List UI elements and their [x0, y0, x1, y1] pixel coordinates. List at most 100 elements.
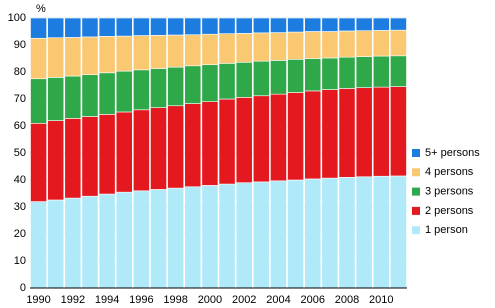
bar-segment: [167, 17, 185, 36]
bar-segment: [372, 86, 390, 177]
legend-label: 5+ persons: [425, 147, 480, 159]
bar-segment: [64, 75, 82, 119]
y-tick-label: 70: [14, 93, 26, 105]
bar-segment: [390, 29, 407, 57]
bar-segment: [304, 178, 322, 289]
x-tick-label: 1992: [61, 294, 85, 306]
bar-segment: [321, 57, 339, 90]
bar-segment: [201, 101, 219, 186]
x-tick-label: 1994: [95, 294, 119, 306]
legend-swatch: [412, 206, 420, 215]
bar-segment: [235, 17, 253, 34]
x-tick-label: 2006: [301, 294, 325, 306]
bar-segment: [98, 114, 116, 195]
bar-segment: [252, 60, 270, 97]
bar-segment: [150, 189, 167, 289]
bar-segment: [270, 32, 287, 61]
bar-segment: [115, 35, 133, 72]
bar-segment: [98, 17, 116, 37]
bar-segment: [252, 181, 270, 289]
bar-segment: [201, 185, 219, 289]
bar-segment: [287, 31, 304, 60]
bar-segment: [235, 182, 253, 289]
bar-segment: [287, 17, 304, 33]
bar-segment: [64, 17, 82, 38]
bar-segment: [184, 103, 202, 188]
y-tick-label: 100: [8, 12, 26, 24]
bar-segment: [167, 105, 185, 189]
legend-label: 4 persons: [425, 166, 474, 178]
bar-segment: [47, 37, 65, 78]
legend-label: 2 persons: [425, 205, 474, 217]
y-tick-label: 50: [14, 147, 26, 159]
legend-label: 3 persons: [425, 186, 474, 198]
bar-segment: [47, 17, 65, 39]
bar-segment: [184, 34, 202, 67]
bar-segment: [47, 199, 65, 289]
bar-segment: [321, 31, 339, 59]
bar-segment: [150, 17, 167, 36]
bar-segment: [81, 17, 99, 38]
bar-segment: [218, 98, 236, 185]
y-tick-label: 80: [14, 66, 26, 78]
bar-segment: [355, 17, 373, 31]
bar-segment: [338, 30, 356, 58]
bar-segment: [133, 35, 150, 71]
bar-segment: [338, 177, 356, 289]
bar-segment: [372, 17, 390, 31]
y-tick-label: 90: [14, 39, 26, 51]
y-tick-label: 20: [14, 228, 26, 240]
bar-segment: [167, 34, 185, 68]
y-tick-label: 10: [14, 255, 26, 267]
legend-swatch: [412, 187, 420, 196]
legend-swatch: [412, 226, 420, 235]
bar-segment: [338, 56, 356, 89]
bar-segment: [133, 69, 150, 111]
bar-segment: [30, 78, 47, 124]
bar-segment: [167, 66, 185, 107]
bar-segment: [355, 30, 373, 57]
bar-segment: [30, 201, 47, 289]
x-tick-label: 2000: [198, 294, 222, 306]
bar-segment: [321, 177, 339, 289]
y-tick-label: 30: [14, 201, 26, 213]
bar-segment: [167, 187, 185, 289]
bar-segment: [355, 56, 373, 88]
bar-segment: [115, 191, 133, 289]
bar-segment: [338, 17, 356, 32]
bar-segment: [64, 197, 82, 289]
bar-segment: [150, 34, 167, 69]
bar-segment: [304, 90, 322, 180]
bar-segment: [355, 176, 373, 289]
bar-segment: [287, 179, 304, 289]
bar-segment: [133, 17, 150, 36]
bar-segment: [218, 17, 236, 34]
bar-segment: [184, 17, 202, 36]
bar-segment: [287, 59, 304, 93]
bar-segment: [372, 55, 390, 88]
bar-segment: [287, 92, 304, 181]
y-tick-label: 40: [14, 174, 26, 186]
bar-segment: [30, 17, 47, 39]
bar-segment: [218, 33, 236, 64]
x-tick-label: 2002: [232, 294, 256, 306]
bar-segment: [47, 120, 65, 201]
bar-segment: [355, 87, 373, 178]
bar-segment: [81, 116, 99, 197]
x-tick-label: 2010: [369, 294, 393, 306]
bar-segment: [81, 36, 99, 76]
bar-segment: [201, 64, 219, 103]
bar-segment: [184, 65, 202, 104]
bar-segment: [390, 86, 407, 177]
bar-segment: [81, 195, 99, 289]
bar-segment: [235, 97, 253, 183]
bar-segment: [372, 175, 390, 289]
bar-segment: [372, 30, 390, 57]
bar-segment: [115, 111, 133, 193]
bar-segment: [133, 190, 150, 289]
bar-segment: [115, 70, 133, 113]
bar-segment: [98, 72, 116, 115]
bar-segment: [218, 183, 236, 289]
y-tick-label: 0: [20, 282, 26, 294]
